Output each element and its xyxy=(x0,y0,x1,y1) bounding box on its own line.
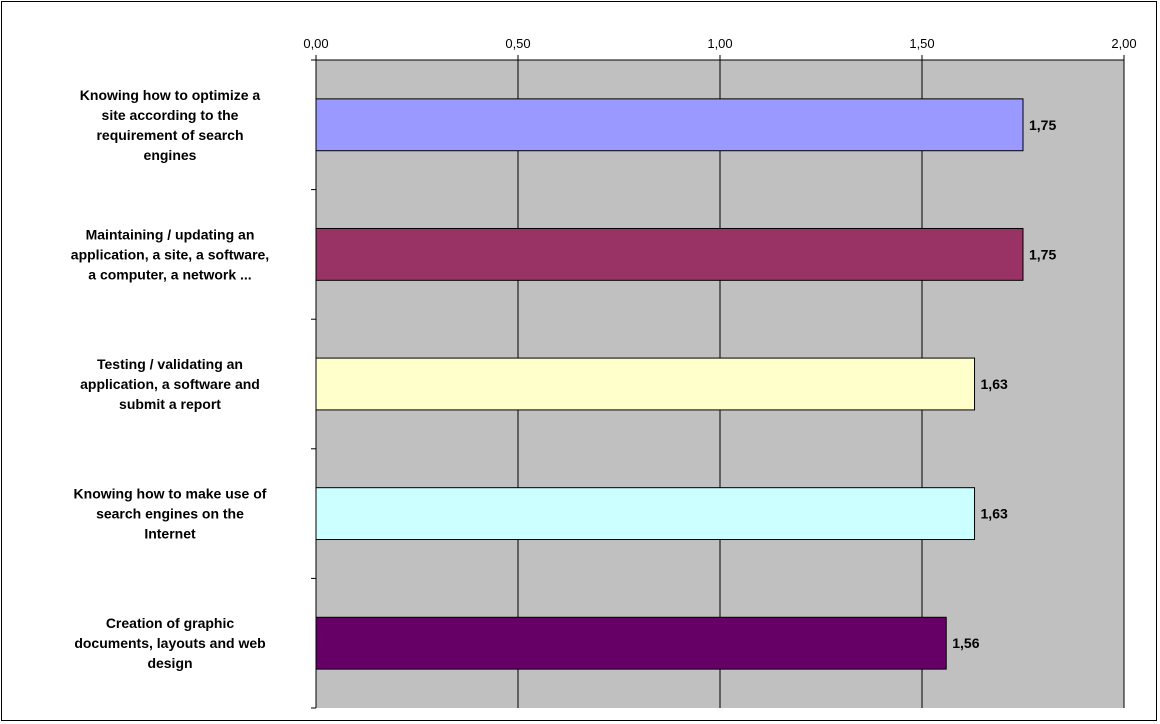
x-tick-label: 2,00 xyxy=(1111,36,1136,51)
data-label: 1,75 xyxy=(1029,246,1056,262)
data-label: 1,63 xyxy=(981,506,1008,522)
category-label-line: site according to the xyxy=(102,107,239,123)
category-label: Maintaining / updating an application, a … xyxy=(71,226,269,282)
category-label-line: Maintaining / updating an xyxy=(86,226,255,242)
x-tick-label: 0,50 xyxy=(505,36,530,51)
bar xyxy=(315,616,947,670)
category-label-line: requirement of search xyxy=(96,127,243,143)
category-label-line: engines xyxy=(144,147,197,163)
bar xyxy=(315,227,1024,281)
data-label: 1,75 xyxy=(1029,117,1056,133)
x-tick-label: 1,50 xyxy=(909,36,934,51)
category-label-line: Creation of graphic xyxy=(106,615,235,631)
bar xyxy=(315,357,976,411)
category-label-line: search engines on the xyxy=(96,506,244,522)
category-label: Knowing how to optimize a site according … xyxy=(80,87,261,163)
bar xyxy=(315,487,976,541)
category-label-line: application, a site, a software, xyxy=(71,246,269,262)
category-label-line: documents, layouts and web xyxy=(74,635,265,651)
x-tick-label: 1,00 xyxy=(707,36,732,51)
category-label-line: Knowing how to optimize a xyxy=(80,87,261,103)
data-label: 1,56 xyxy=(952,635,979,651)
category-label-line: a computer, a network ... xyxy=(88,266,251,282)
data-label: 1,63 xyxy=(981,376,1008,392)
bar xyxy=(315,98,1024,152)
category-label-line: Internet xyxy=(144,526,196,542)
category-label-line: submit a report xyxy=(119,396,221,412)
category-label-line: application, a software and xyxy=(80,376,260,392)
category-label: Testing / validating an application, a so… xyxy=(80,356,260,412)
category-label-line: Knowing how to make use of xyxy=(74,486,267,502)
category-label: Knowing how to make use of search engines… xyxy=(74,486,267,542)
category-label: Creation of graphic documents, layouts an… xyxy=(74,615,265,671)
category-label-line: design xyxy=(147,655,192,671)
x-tick-label: 0,00 xyxy=(303,36,328,51)
category-label-line: Testing / validating an xyxy=(97,356,243,372)
